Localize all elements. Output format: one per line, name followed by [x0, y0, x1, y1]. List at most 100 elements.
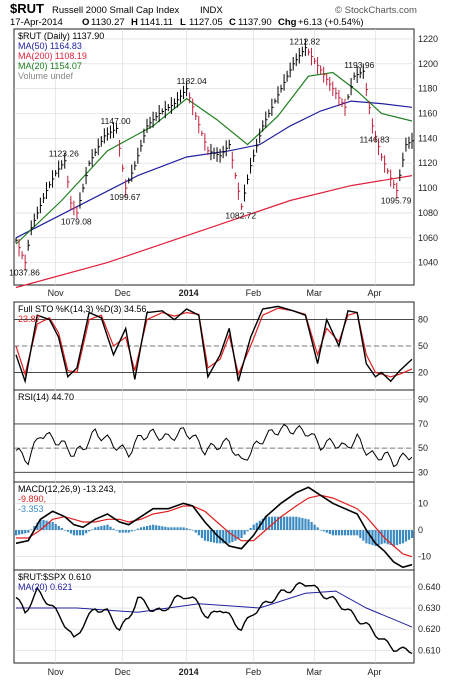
macd-histogram-bar	[267, 516, 271, 530]
ratio-tick-label: 0.640	[418, 582, 441, 592]
macd-histogram-bar	[252, 524, 255, 530]
macd-histogram-bar	[219, 530, 222, 544]
month-tick-label-bottom: Nov	[48, 667, 65, 677]
macd-histogram-bar	[386, 530, 389, 545]
price-legend-entry: MA(200) 1108.19	[18, 51, 87, 61]
ratio-panel	[13, 569, 415, 664]
macd-histogram-bar	[228, 530, 231, 544]
macd-histogram-bar	[395, 530, 398, 546]
chg-key: Chg	[278, 17, 297, 28]
macd-tick-label: -10	[418, 552, 431, 562]
series-layer	[15, 39, 414, 655]
ratio-legend-entry: MA(20) 0.621	[18, 582, 73, 592]
macd-histogram-bar	[51, 522, 54, 530]
macd-histogram-bar	[206, 530, 210, 542]
macd-histogram-bar	[231, 530, 234, 542]
low-value: 1127.05	[189, 17, 223, 28]
macd-histogram-bar	[310, 522, 313, 530]
macd-histogram-bar	[88, 530, 91, 532]
macd-histogram-bar	[216, 530, 219, 544]
macd-histogram-bar	[130, 530, 133, 532]
macd-histogram-bar	[66, 530, 69, 532]
macd-histogram-bar	[149, 525, 152, 530]
macd-histogram-bar	[203, 530, 207, 541]
macd-line	[15, 486, 413, 569]
month-tick-label-bottom: Feb	[246, 667, 262, 677]
month-tick-label: Nov	[48, 288, 65, 298]
price-tick-label: 1180	[418, 84, 437, 94]
macd-histogram-bar	[322, 530, 325, 532]
macd-histogram-bar	[356, 530, 359, 536]
macd-histogram-bar	[225, 530, 228, 544]
macd-histogram-bar	[319, 530, 322, 531]
macd-histogram-bar	[398, 530, 402, 545]
macd-histogram-bar	[246, 530, 249, 532]
macd-histogram-bar	[411, 530, 414, 538]
macd-histogram-bar	[298, 517, 301, 530]
rsi-tick-label: 30	[418, 467, 428, 477]
price-tick-label: 1140	[418, 133, 437, 143]
macd-histogram-bar	[176, 527, 179, 530]
macd-histogram-bar	[85, 530, 88, 534]
month-tick-label: Mar	[307, 288, 323, 298]
price-tick-label: 1080	[418, 208, 438, 218]
price-annotation: 1099.67	[110, 192, 141, 202]
macd-histogram-bar	[188, 529, 191, 530]
price-annotation: 1193.96	[344, 60, 374, 70]
ratio-tick-label: 0.620	[418, 624, 441, 634]
sto-tick-label: 20	[418, 367, 428, 377]
macd-histogram-bar	[42, 520, 45, 530]
macd-histogram-bar	[273, 516, 277, 530]
macd-histogram-bar	[36, 522, 39, 530]
macd-histogram-bar	[337, 530, 341, 536]
ratio-tick-label: 0.610	[418, 645, 441, 655]
macd-histogram-bar	[115, 530, 118, 531]
macd-tick-label: 10	[418, 498, 428, 508]
macd-histogram-bar	[182, 527, 185, 530]
macd-signal-line	[16, 494, 413, 558]
ratio-tick-label: 0.630	[418, 603, 441, 613]
price-annotation: 1146.83	[359, 135, 389, 145]
macd-histogram-bar	[343, 530, 347, 536]
macd-histogram-bar	[313, 524, 316, 530]
sto-tick-label: 80	[418, 315, 428, 325]
ma50-line	[15, 100, 413, 239]
macd-histogram-bar	[82, 530, 85, 536]
macd-histogram-bar	[353, 530, 356, 536]
macd-histogram-bar	[75, 530, 79, 536]
ratio-line	[15, 581, 413, 655]
macd-histogram-bar	[401, 530, 405, 544]
macd-histogram-bar	[91, 529, 94, 530]
watermark-label: © StockCharts.com	[335, 5, 417, 16]
macd-histogram-bar	[325, 530, 328, 533]
chg-value: +6.13 (+0.54%)	[298, 17, 364, 28]
macd-histogram-bar	[124, 530, 127, 533]
rsi-panel	[13, 389, 415, 483]
macd-histogram-bar	[139, 527, 143, 530]
macd-histogram-bar	[158, 525, 161, 530]
macd-histogram-bar	[191, 530, 194, 531]
macd-histogram-bar	[237, 530, 240, 540]
macd-histogram-bar	[377, 530, 380, 546]
macd-histogram-bar	[142, 526, 146, 530]
macd-histogram-bar	[21, 530, 24, 534]
price-annotation: 1079.08	[61, 217, 92, 227]
exchange-label: INDX	[200, 5, 223, 16]
macd-histogram-bar	[289, 516, 292, 530]
price-tick-label: 1060	[418, 233, 438, 243]
macd-histogram-bar	[18, 530, 21, 535]
macd-histogram-bar	[213, 530, 216, 543]
macd-histogram-bar	[255, 522, 258, 530]
sto-k-line	[15, 305, 413, 384]
macd-histogram-bar	[234, 530, 237, 541]
grid-layer	[14, 29, 414, 663]
macd-histogram-bar	[200, 530, 204, 538]
macd-histogram-bar	[133, 530, 136, 531]
price-tick-label: 1220	[418, 34, 438, 44]
rsi-legend-entry: RSI(14) 44.70	[18, 392, 74, 402]
macd-histogram-bar	[404, 530, 408, 542]
macd-histogram-bar	[407, 530, 411, 540]
macd-histogram-bar	[179, 527, 182, 530]
macd-histogram-bar	[280, 516, 283, 530]
